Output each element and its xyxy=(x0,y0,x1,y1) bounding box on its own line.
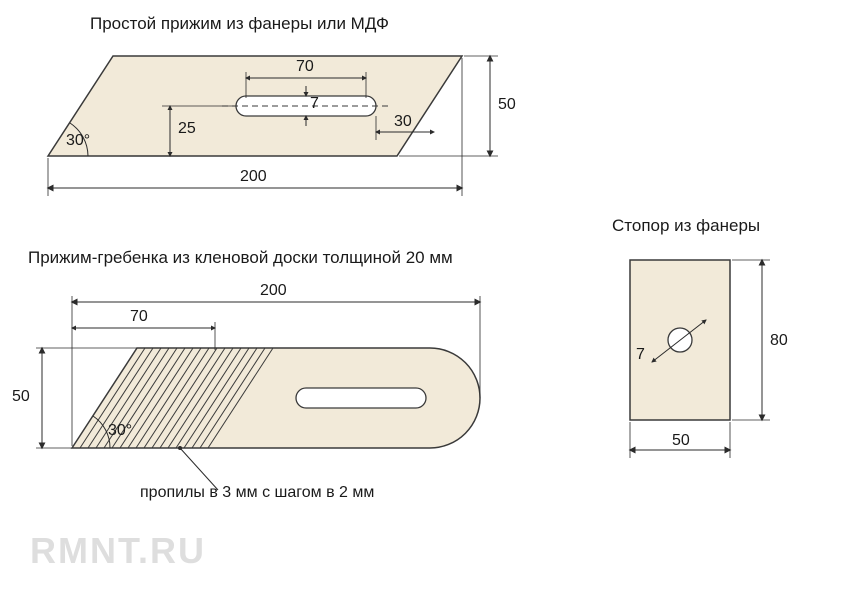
part1-angle: 30° xyxy=(66,132,90,150)
drawing-canvas xyxy=(0,0,850,601)
part1-title: Простой прижим из фанеры или МДФ xyxy=(90,14,389,34)
stopper xyxy=(630,260,770,458)
clamp-simple xyxy=(48,56,498,196)
part1-dim-30: 30 xyxy=(394,113,412,131)
watermark: RMNT.RU xyxy=(30,530,206,572)
part1-dim-200: 200 xyxy=(240,168,267,186)
part2-angle: 30° xyxy=(108,422,132,440)
featherboard-slot xyxy=(296,388,426,408)
part3-title: Стопор из фанеры xyxy=(612,216,760,236)
part3-dim-80: 80 xyxy=(770,332,788,350)
part1-dim-25: 25 xyxy=(178,120,196,138)
part1-dim-70: 70 xyxy=(296,58,314,76)
clamp-featherboard xyxy=(36,296,480,490)
part1-dim-50: 50 xyxy=(498,96,516,114)
part3-dim-50: 50 xyxy=(672,432,690,450)
part2-dim-200: 200 xyxy=(260,282,287,300)
part1-dim-7: 7 xyxy=(310,95,319,113)
part2-dim-50: 50 xyxy=(12,388,30,406)
part2-comb-note: пропилы в 3 мм с шагом в 2 мм xyxy=(140,484,374,502)
part2-title: Прижим-гребенка из кленовой доски толщин… xyxy=(28,248,453,268)
part2-dim-70: 70 xyxy=(130,308,148,326)
part3-hole-dia: 7 xyxy=(636,346,645,364)
